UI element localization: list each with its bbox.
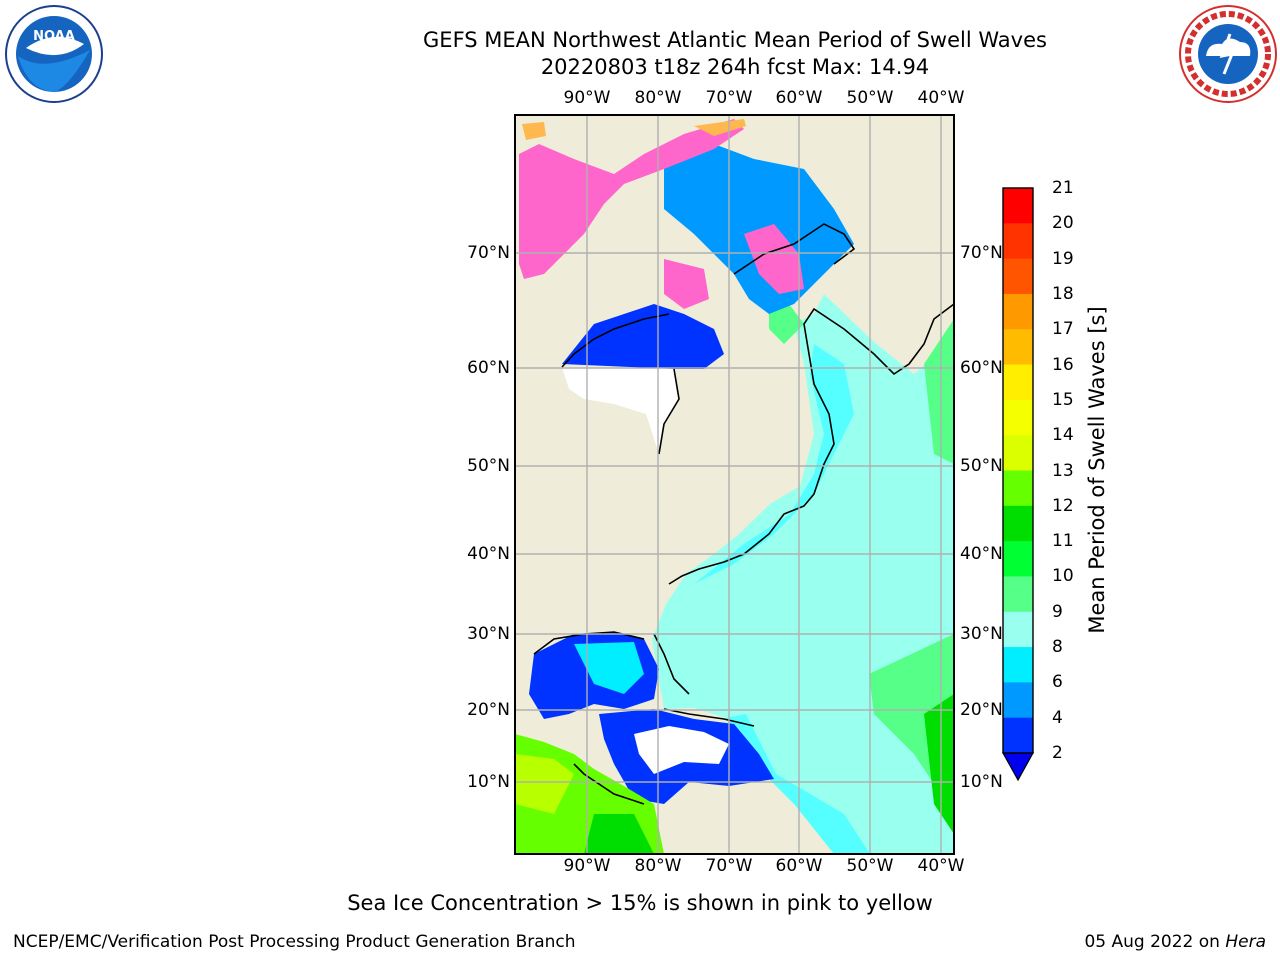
green-period-zone: [924, 694, 954, 834]
machine-name: Hera: [1225, 932, 1266, 952]
lat-label-right: 10°N: [960, 772, 1003, 792]
lon-label-bottom: 50°W: [846, 856, 894, 876]
map-frame: [514, 114, 955, 855]
colorbar-tick-label: 10: [1052, 566, 1074, 587]
lat-label-left: 70°N: [467, 243, 510, 263]
colorbar-tick-label: 16: [1052, 354, 1074, 375]
colorbar-band: [1003, 223, 1033, 260]
lat-label-left: 10°N: [467, 772, 510, 792]
lon-label-bottom: 60°W: [775, 856, 823, 876]
colorbar-band: [1003, 329, 1033, 366]
colorbar-band: [1003, 435, 1033, 471]
lat-label-left: 60°N: [467, 358, 510, 378]
cyan-period-zone: [726, 714, 870, 854]
lat-label-right: 20°N: [960, 700, 1003, 720]
lon-label-bottom: 70°W: [705, 856, 753, 876]
sea-ice-orange: [522, 122, 546, 140]
colorbar-band: [1003, 682, 1033, 719]
date-text: 05 Aug 2022 on: [1084, 932, 1220, 952]
swell-period-map: [514, 114, 955, 855]
colorbar-band: [1003, 576, 1033, 613]
colorbar-band: [1003, 188, 1033, 224]
colorbar-tick-label: 6: [1052, 672, 1063, 693]
sea-ice-note: Sea Ice Concentration > 15% is shown in …: [347, 891, 933, 915]
map-subtitle: 20220803 t18z 264h fcst Max: 14.94: [540, 55, 930, 79]
colorbar-tick-label: 11: [1052, 531, 1074, 552]
map-title: GEFS MEAN Northwest Atlantic Mean Period…: [423, 28, 1047, 52]
lon-label-top: 80°W: [634, 88, 682, 108]
south-america-field: [584, 814, 654, 854]
green-period-zone: [769, 304, 804, 344]
colorbar-tick-label: 9: [1052, 601, 1063, 622]
colorbar-tick-label: 12: [1052, 495, 1074, 516]
colorbar-band: [1003, 364, 1033, 401]
lat-label-right: 70°N: [960, 243, 1003, 263]
lat-label-right: 40°N: [960, 544, 1003, 564]
colorbar-label: Mean Period of Swell Waves [s]: [1085, 306, 1109, 634]
south-america-field: [515, 754, 574, 814]
lon-label-top: 40°W: [917, 88, 965, 108]
colorbar-tick-label: 15: [1052, 389, 1074, 410]
date-credit: 05 Aug 2022 on Hera: [1084, 932, 1266, 952]
lat-label-left: 40°N: [467, 544, 510, 564]
lat-label-right: 30°N: [960, 624, 1003, 644]
colorbar-band: [1003, 717, 1033, 754]
colorbar-tick-label: 18: [1052, 283, 1074, 304]
sea-ice-pink: [519, 119, 744, 279]
lat-label-left: 20°N: [467, 700, 510, 720]
colorbar-tick-label: 17: [1052, 319, 1074, 340]
lon-label-top: 90°W: [563, 88, 611, 108]
sea-ice-pink: [744, 224, 804, 294]
colorbar-tick-label: 13: [1052, 460, 1074, 481]
colorbar-band: [1003, 258, 1033, 295]
colorbar-band: [1003, 470, 1033, 507]
colorbar-bands: [1003, 188, 1033, 754]
sea-ice-pink: [664, 259, 709, 309]
sea-ice-orange: [694, 119, 746, 136]
lat-label-left: 50°N: [467, 456, 510, 476]
colorbar-tick-label: 14: [1052, 425, 1074, 446]
colorbar-band: [1003, 647, 1033, 683]
lon-label-top: 50°W: [846, 88, 894, 108]
colorbar-band: [1003, 611, 1033, 648]
colorbar-frame: [1002, 187, 1034, 754]
lat-label-left: 30°N: [467, 624, 510, 644]
colorbar-band: [1003, 293, 1033, 330]
hudson-bay-field: [562, 304, 724, 369]
hudson-bay-no-data: [562, 367, 679, 454]
lon-label-bottom: 80°W: [634, 856, 682, 876]
lon-label-top: 60°W: [775, 88, 823, 108]
colorbar-tick-label: 20: [1052, 213, 1074, 234]
colorbar: [1001, 187, 1035, 782]
lon-label-top: 70°W: [705, 88, 753, 108]
colorbar-band: [1003, 399, 1033, 436]
colorbar-tick-label: 4: [1052, 707, 1063, 728]
colorbar-tick-label: 21: [1052, 178, 1074, 198]
lat-label-right: 50°N: [960, 456, 1003, 476]
lon-label-bottom: 40°W: [917, 856, 965, 876]
national-weather-service-logo: [1179, 5, 1277, 103]
svg-text:NOAA: NOAA: [33, 29, 75, 44]
colorbar-band: [1003, 505, 1033, 542]
colorbar-tick-label: 8: [1052, 637, 1063, 658]
colorbar-band: [1003, 541, 1033, 577]
credit-text: NCEP/EMC/Verification Post Processing Pr…: [13, 932, 576, 952]
colorbar-tick-label: 2: [1052, 743, 1063, 763]
noaa-logo: NOAA: [5, 5, 103, 103]
colorbar-tick-label: 19: [1052, 248, 1074, 269]
green-period-zone: [924, 319, 954, 464]
colorbar-extend-arrow: [1001, 752, 1035, 782]
gulf-of-mexico-field: [574, 642, 644, 694]
lat-label-right: 60°N: [960, 358, 1003, 378]
lon-label-bottom: 90°W: [563, 856, 611, 876]
graticule: [515, 115, 955, 855]
